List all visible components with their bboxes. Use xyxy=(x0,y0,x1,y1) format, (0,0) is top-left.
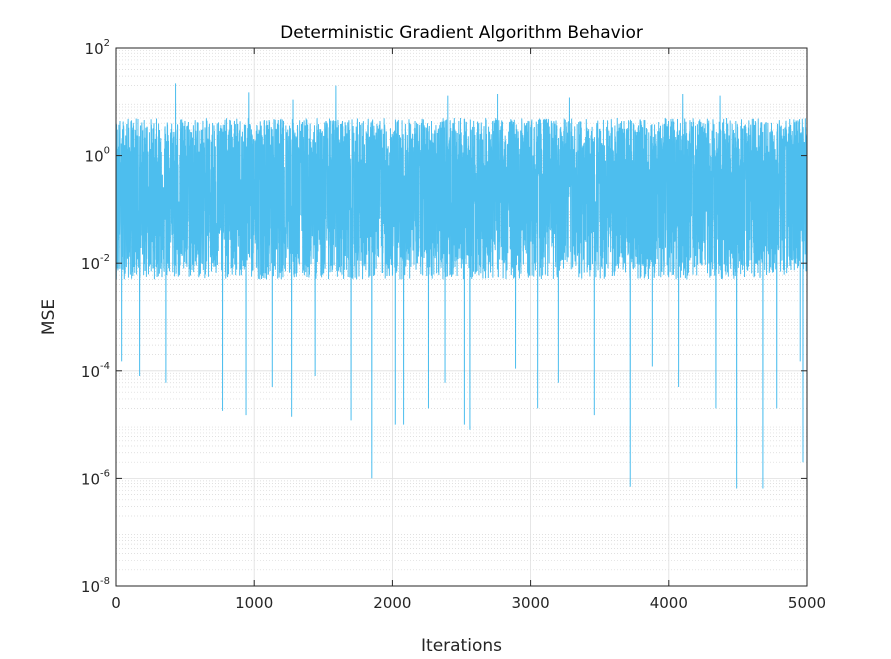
y-tick-base: 10 xyxy=(81,363,100,381)
y-tick-exponent: -4 xyxy=(100,361,110,372)
x-tick-label: 5000 xyxy=(788,594,826,612)
y-tick-exponent: 0 xyxy=(104,146,110,157)
x-tick-label: 2000 xyxy=(373,594,411,612)
y-tick-label: 10-2 xyxy=(81,253,110,273)
y-tick-base: 10 xyxy=(81,578,100,596)
y-tick-label: 10-8 xyxy=(81,576,110,596)
y-tick-label: 100 xyxy=(85,146,110,166)
mse-series-line xyxy=(115,83,808,489)
y-tick-exponent: -2 xyxy=(100,253,110,264)
y-tick-label: 10-6 xyxy=(81,468,110,488)
axis-ticks xyxy=(115,47,808,587)
y-axis-label: MSE xyxy=(39,299,59,335)
y-tick-base: 10 xyxy=(81,255,100,273)
x-tick-label: 1000 xyxy=(235,594,273,612)
y-tick-base: 10 xyxy=(85,40,104,58)
chart-title: Deterministic Gradient Algorithm Behavio… xyxy=(280,23,643,43)
x-tick-label: 3000 xyxy=(512,594,550,612)
y-tick-label: 102 xyxy=(85,38,110,58)
y-tick-base: 10 xyxy=(81,470,100,488)
y-tick-exponent: -8 xyxy=(100,576,110,587)
plot-frame xyxy=(115,47,808,587)
y-tick-exponent: 2 xyxy=(104,38,110,49)
x-tick-label: 4000 xyxy=(650,594,688,612)
x-tick-labels: 0 1000 2000 3000 4000 5000 xyxy=(111,594,826,612)
x-tick-label: 0 xyxy=(111,594,121,612)
y-tick-label: 10-4 xyxy=(81,361,110,381)
y-tick-base: 10 xyxy=(85,148,104,166)
y-tick-exponent: -6 xyxy=(100,468,110,479)
x-axis-label: Iterations xyxy=(421,636,502,656)
